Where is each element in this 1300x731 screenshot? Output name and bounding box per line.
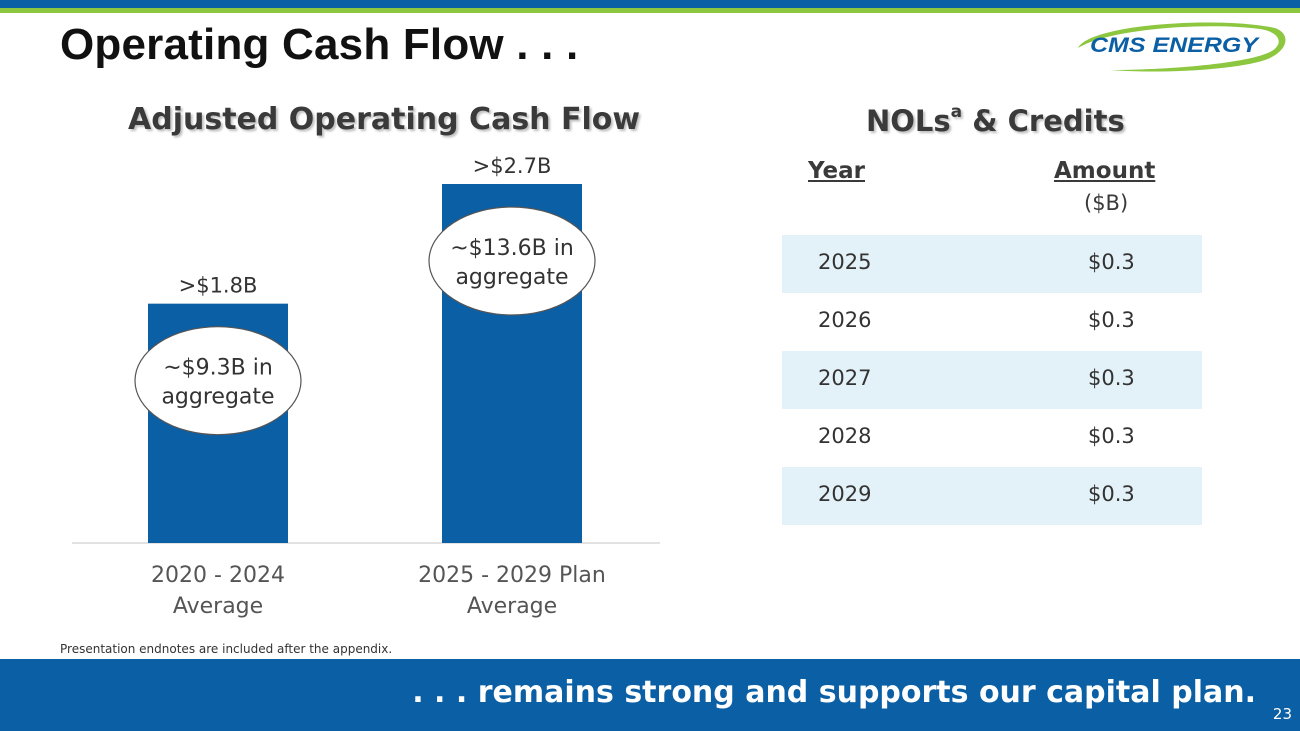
page-number: 23 [1272,705,1292,723]
table-row: 2029 $0.3 [782,467,1202,525]
table-row: 2025 $0.3 [782,235,1202,293]
x-tick-label-line-2-2: Average [467,594,557,619]
nols-table: 2025 $0.3 2026 $0.3 2027 $0.3 2028 $0.3 … [782,235,1202,525]
page-title: Operating Cash Flow . . . [60,20,579,69]
row-year: 2025 [818,250,872,274]
cms-energy-logo: CMS ENERGY [1078,22,1286,72]
top-accent-bar [0,0,1300,14]
table-row: 2027 $0.3 [782,351,1202,409]
bottom-banner: . . . remains strong and supports our ca… [0,659,1300,731]
row-amount: $0.3 [1088,250,1135,274]
top-green-stripe [0,8,1300,13]
annotation-ellipse-1 [134,326,302,436]
nols-credits-title: NOLsa & Credits [866,102,1125,138]
column-header-amount: Amount [1054,158,1156,184]
nols-footnote-marker: a [950,102,963,122]
operating-cash-flow-chart: >$1.8B ~$9.3B in aggregate 2020 - 2024 Avera… [72,154,660,619]
x-tick-label-line-1-1: 2020 - 2024 [151,563,285,588]
annotation-ellipse-2 [428,206,596,316]
row-amount: $0.3 [1088,308,1135,332]
annotation-line-2-2: aggregate [455,265,568,290]
row-amount: $0.3 [1088,424,1135,448]
nols-title-suffix: & Credits [962,104,1125,138]
row-year: 2027 [818,366,872,390]
bar-value-label-1: >$1.8B [179,274,258,298]
annotation-line-2-1: aggregate [161,385,274,410]
x-tick-label-line-2-1: Average [173,594,263,619]
amount-unit: ($B) [1084,191,1129,215]
top-blue-stripe [0,0,1300,8]
row-amount: $0.3 [1088,482,1135,506]
annotation-line-1-2: ~$13.6B in [450,236,574,261]
footnote: Presentation endnotes are included after… [60,642,393,656]
annotation-line-1-1: ~$9.3B in [163,356,273,381]
table-row: 2028 $0.3 [782,409,1202,467]
row-year: 2029 [818,482,872,506]
row-year: 2028 [818,424,872,448]
logo-wordmark: CMS ENERGY [1090,34,1260,57]
bar-value-label-2: >$2.7B [473,154,552,178]
nols-title-main: NOLs [866,104,951,138]
row-year: 2026 [818,308,872,332]
column-header-year: Year [808,158,866,184]
chart-title: Adjusted Operating Cash Flow [128,102,641,137]
row-amount: $0.3 [1088,366,1135,390]
table-row: 2026 $0.3 [782,293,1202,351]
banner-message: . . . remains strong and supports our ca… [412,675,1256,710]
x-tick-label-line-1-2: 2025 - 2029 Plan [418,563,606,588]
